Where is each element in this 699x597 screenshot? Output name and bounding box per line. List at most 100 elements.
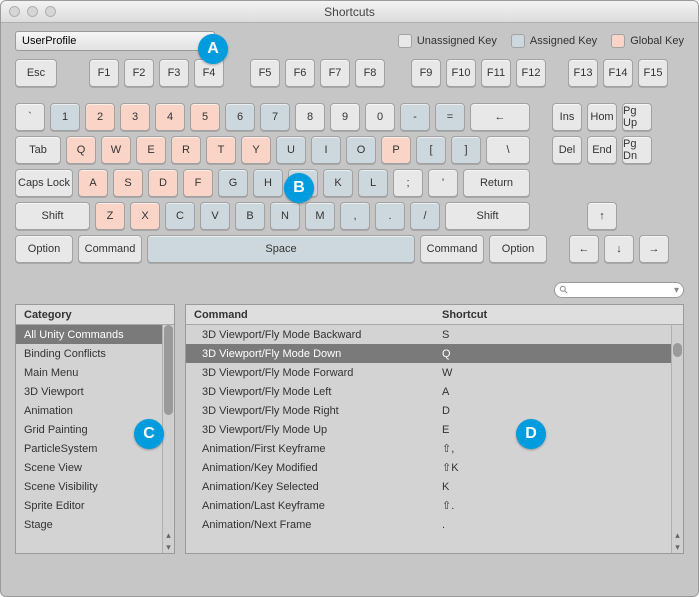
key-n[interactable]: N [270,202,300,230]
key-f3[interactable]: F3 [159,59,189,87]
scroll-down-icon[interactable]: ▾ [163,541,174,553]
command-row[interactable]: 3D Viewport/Fly Mode ForwardW [186,363,671,382]
key-command[interactable]: Command [420,235,484,263]
command-row[interactable]: Animation/First Keyframe⇧, [186,439,671,458]
category-item[interactable]: 3D Viewport [16,382,162,401]
key-4[interactable]: 4 [155,103,185,131]
scrollbar[interactable]: ▴ ▾ [671,325,683,553]
command-row[interactable]: 3D Viewport/Fly Mode DownQ [186,344,671,363]
key-5[interactable]: 5 [190,103,220,131]
key-v[interactable]: V [200,202,230,230]
key-r[interactable]: R [171,136,201,164]
key-space[interactable]: Space [147,235,415,263]
search-input[interactable]: ▾ [554,282,684,298]
category-item[interactable]: Main Menu [16,363,162,382]
key-3[interactable]: 3 [120,103,150,131]
key-k[interactable]: K [323,169,353,197]
key-[interactable]: \ [486,136,530,164]
key-x[interactable]: X [130,202,160,230]
key-[interactable]: → [639,235,669,263]
scroll-thumb[interactable] [164,325,173,415]
key-[interactable]: , [340,202,370,230]
key-z[interactable]: Z [95,202,125,230]
key-option[interactable]: Option [15,235,73,263]
key-f1[interactable]: F1 [89,59,119,87]
key-[interactable]: / [410,202,440,230]
command-row[interactable]: Animation/Key SelectedK [186,477,671,496]
key-f13[interactable]: F13 [568,59,598,87]
key-[interactable]: ] [451,136,481,164]
key-[interactable]: . [375,202,405,230]
key-g[interactable]: G [218,169,248,197]
command-row[interactable]: Animation/Next Frame. [186,515,671,534]
key-[interactable]: ↓ [604,235,634,263]
key-command[interactable]: Command [78,235,142,263]
key-[interactable]: ' [428,169,458,197]
key-t[interactable]: T [206,136,236,164]
key-f11[interactable]: F11 [481,59,511,87]
key-h[interactable]: H [253,169,283,197]
key-f5[interactable]: F5 [250,59,280,87]
category-item[interactable]: Sprite Editor [16,496,162,515]
key-f2[interactable]: F2 [124,59,154,87]
key-8[interactable]: 8 [295,103,325,131]
category-item[interactable]: Scene Visibility [16,477,162,496]
command-row[interactable]: 3D Viewport/Fly Mode LeftA [186,382,671,401]
key-f10[interactable]: F10 [446,59,476,87]
key-c[interactable]: C [165,202,195,230]
key-ins[interactable]: Ins [552,103,582,131]
command-row[interactable]: Animation/Key Modified⇧K [186,458,671,477]
key-m[interactable]: M [305,202,335,230]
key-[interactable]: ; [393,169,423,197]
key-q[interactable]: Q [66,136,96,164]
key-0[interactable]: 0 [365,103,395,131]
key-[interactable]: ← [569,235,599,263]
key-f14[interactable]: F14 [603,59,633,87]
key-shift[interactable]: Shift [445,202,530,230]
key-f6[interactable]: F6 [285,59,315,87]
key-esc[interactable]: Esc [15,59,57,87]
key-i[interactable]: I [311,136,341,164]
key-o[interactable]: O [346,136,376,164]
category-item[interactable]: Stage [16,515,162,534]
key-capslock[interactable]: Caps Lock [15,169,73,197]
key-del[interactable]: Del [552,136,582,164]
key-pgup[interactable]: Pg Up [622,103,652,131]
key-y[interactable]: Y [241,136,271,164]
scroll-up-icon[interactable]: ▴ [163,529,174,541]
key-f7[interactable]: F7 [320,59,350,87]
key-f[interactable]: F [183,169,213,197]
category-item[interactable]: Scene View [16,458,162,477]
key-7[interactable]: 7 [260,103,290,131]
key-[interactable]: = [435,103,465,131]
category-item[interactable]: Animation [16,401,162,420]
key-d[interactable]: D [148,169,178,197]
command-row[interactable]: 3D Viewport/Fly Mode RightD [186,401,671,420]
key-l[interactable]: L [358,169,388,197]
key-tab[interactable]: Tab [15,136,61,164]
key-shift[interactable]: Shift [15,202,90,230]
key-f15[interactable]: F15 [638,59,668,87]
key-w[interactable]: W [101,136,131,164]
category-item[interactable]: All Unity Commands [16,325,162,344]
key-[interactable]: ← [470,103,530,131]
key-[interactable]: - [400,103,430,131]
key-9[interactable]: 9 [330,103,360,131]
key-end[interactable]: End [587,136,617,164]
scrollbar[interactable]: ▴ ▾ [162,325,174,553]
scroll-up-icon[interactable]: ▴ [672,529,683,541]
command-row[interactable]: 3D Viewport/Fly Mode UpE [186,420,671,439]
scroll-thumb[interactable] [673,343,682,357]
profile-dropdown[interactable]: UserProfile [15,31,215,51]
key-[interactable]: ` [15,103,45,131]
key-[interactable]: [ [416,136,446,164]
category-item[interactable]: Binding Conflicts [16,344,162,363]
command-row[interactable]: 3D Viewport/Fly Mode BackwardS [186,325,671,344]
key-1[interactable]: 1 [50,103,80,131]
key-e[interactable]: E [136,136,166,164]
key-pgdn[interactable]: Pg Dn [622,136,652,164]
key-b[interactable]: B [235,202,265,230]
key-6[interactable]: 6 [225,103,255,131]
key-f8[interactable]: F8 [355,59,385,87]
key-2[interactable]: 2 [85,103,115,131]
